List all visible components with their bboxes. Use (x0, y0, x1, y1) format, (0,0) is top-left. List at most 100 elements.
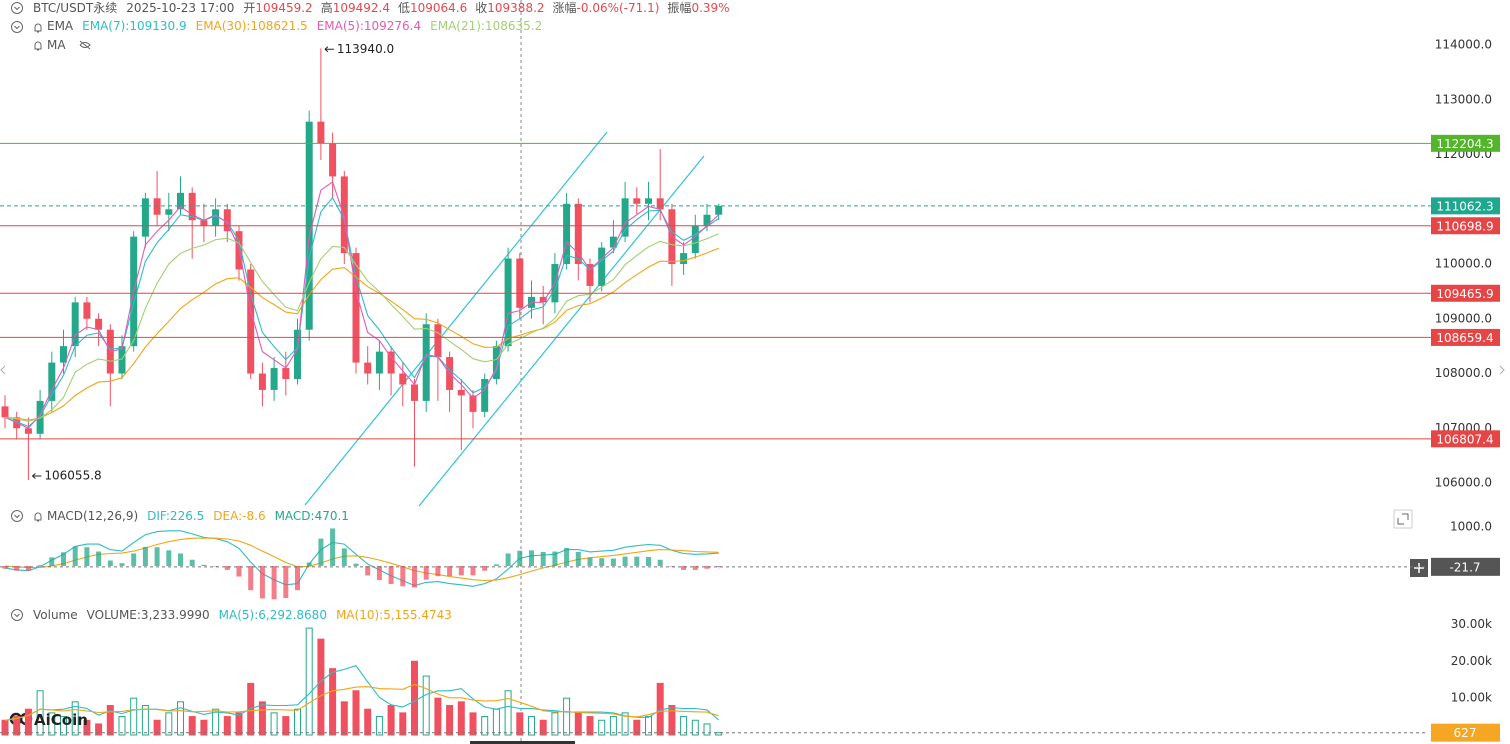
macd-bar (552, 551, 558, 566)
macd-bar (201, 564, 207, 566)
candle-body (340, 176, 348, 254)
ohlc-value: 109388.2 (487, 1, 545, 15)
macd-bar (25, 565, 31, 571)
volume-bar (528, 716, 535, 736)
candle-body (153, 198, 161, 215)
candle-body (118, 346, 126, 374)
volume-bar (516, 712, 524, 736)
volume-bar (609, 716, 617, 736)
ohlc-label: 收 (475, 1, 488, 15)
volume-bar (469, 712, 477, 736)
add-button[interactable] (1410, 559, 1428, 577)
ohlc-item: 振幅0.39% (667, 1, 729, 15)
legend-entry: EMA(5):109276.4 (316, 19, 422, 33)
ohlc-value: 109492.4 (332, 1, 390, 15)
macd-bar (306, 562, 312, 566)
macd-bar (353, 563, 359, 566)
ema-line (4, 233, 719, 422)
volume-bar (574, 712, 582, 736)
candle-body (399, 373, 407, 385)
candle-body (504, 258, 512, 347)
ohlc-label: 涨幅 (552, 1, 577, 15)
candle-body (387, 351, 395, 374)
macd-bar (224, 565, 230, 570)
volume-bar (329, 668, 337, 736)
macd-bar (388, 565, 394, 584)
volume-bar (24, 708, 32, 736)
candle-body (141, 198, 149, 237)
y-tick-label: 108000.0 (1435, 366, 1492, 380)
candle-body (481, 378, 489, 412)
candle-body (598, 247, 606, 286)
macd-bar (341, 548, 347, 566)
candle-body (609, 236, 617, 248)
candle-body (258, 373, 266, 390)
volume-bar (715, 732, 723, 736)
volume-bar (364, 708, 372, 736)
volume-bar (422, 675, 430, 736)
y-tick-label: 110000.0 (1435, 257, 1492, 271)
volume-bar (282, 716, 290, 736)
legend-entry: MA(5):6,292.8680 (218, 608, 327, 622)
candle-body (434, 324, 442, 358)
legend-entry: DEA:-8.6 (213, 509, 266, 523)
volume-bar (504, 690, 512, 736)
y-tick-label: 106000.0 (1435, 476, 1492, 490)
volume-bar (71, 701, 79, 736)
macd-bar (236, 565, 242, 577)
volume-bar (352, 690, 360, 736)
macd-bar (435, 565, 441, 577)
macd-bar (154, 547, 160, 566)
candle-body (703, 214, 711, 226)
candle-body (282, 368, 290, 379)
macd-bar (189, 559, 195, 566)
volume-bar (106, 705, 114, 736)
annotation-arrow (32, 473, 42, 479)
volume-bar (13, 716, 21, 736)
volume-bar (235, 712, 243, 736)
panel-toggles[interactable] (11, 2, 91, 621)
y-tick-label: 113000.0 (1435, 92, 1492, 106)
ohlc-value: 0.39% (691, 1, 730, 15)
trend-line (418, 155, 705, 507)
volume-bar (247, 682, 255, 736)
candle-body (680, 253, 688, 265)
macd-bar (330, 528, 336, 566)
volume-bar (481, 716, 489, 736)
ema-label: EMA (47, 19, 74, 33)
volume-bar (118, 716, 126, 736)
volume-bar (457, 701, 465, 736)
macd-bar (529, 550, 534, 566)
macd-bar (517, 550, 523, 566)
time-marker (470, 741, 575, 744)
macd-bar (259, 565, 265, 599)
legend-entry: MACD:470.1 (274, 509, 349, 523)
volume-bar (434, 697, 442, 736)
candle-body (36, 400, 44, 434)
macd-bar (482, 565, 488, 571)
volume-bar (703, 723, 711, 736)
symbol: BTC/USDT永续 (33, 1, 118, 15)
volume-bar (645, 716, 652, 736)
macd-bar (470, 565, 476, 576)
candle-body (691, 225, 699, 254)
macd-bar (447, 565, 453, 577)
macd-bar (295, 565, 300, 591)
macd-bar (376, 565, 382, 581)
y-tick-label: 10.00k (1451, 691, 1492, 705)
macd-line (4, 530, 719, 587)
macd-line (4, 537, 719, 582)
scroll-hint[interactable] (0, 365, 1505, 375)
legend-entry: MA(10):5,155.4743 (335, 608, 452, 622)
ohlc-label: 开 (243, 1, 256, 15)
candle-body (563, 203, 571, 265)
ohlc-value: 109459.2 (255, 1, 313, 15)
candle-body (352, 253, 360, 363)
macd-bar (49, 557, 55, 566)
expand-button[interactable] (1393, 509, 1413, 529)
candle-body (71, 302, 79, 347)
macd-bar (271, 565, 277, 600)
candle-body (83, 302, 91, 319)
candle-body (457, 389, 465, 396)
